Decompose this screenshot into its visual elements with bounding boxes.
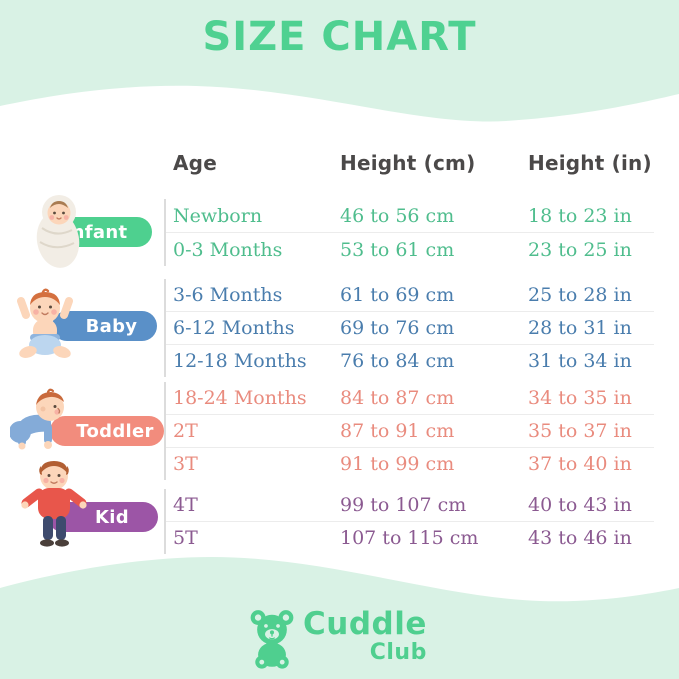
column-header-height-cm: Height (cm) [340,151,476,175]
table-row: 6-12 Months 69 to 76 cm 28 to 31 in [166,311,654,344]
group-rows-baby: 3-6 Months 61 to 69 cm 25 to 28 in 6-12 … [164,279,654,377]
brand-name-secondary: Club [369,640,427,665]
height-in-cell: 18 to 23 in [528,204,632,227]
age-cell: 18-24 Months [173,387,307,409]
table-row: Newborn 46 to 56 cm 18 to 23 in [166,199,654,232]
height-in-cell: 23 to 25 in [528,238,632,261]
top-wave-decoration [0,0,679,122]
pill-text: Infant [64,221,128,243]
table-row: 0-3 Months 53 to 61 cm 23 to 25 in [166,232,654,266]
age-cell: 5T [173,527,198,549]
brand-name: Cuddle Club [303,606,427,664]
height-cm-cell: 91 to 99 cm [340,453,455,475]
height-in-cell: 35 to 37 in [528,420,632,442]
crawling-toddler-illustration [10,388,64,450]
age-cell: Newborn [173,204,263,227]
table-row: 3-6 Months 61 to 69 cm 25 to 28 in [166,279,654,311]
standing-kid-illustration [21,461,87,547]
height-cm-cell: 69 to 76 cm [340,317,455,339]
teddy-bear-icon [250,610,294,669]
table-row: 12-18 Months 76 to 84 cm 31 to 34 in [166,344,654,377]
bottom-wave-decoration [0,557,679,679]
group-label-baby: Baby [52,311,157,341]
table-row: 3T 91 to 99 cm 37 to 40 in [166,447,654,480]
group-rows-toddler: 18-24 Months 84 to 87 cm 34 to 35 in 2T … [164,382,654,480]
pill-text: Kid [95,506,129,528]
height-in-cell: 28 to 31 in [528,317,632,339]
height-in-cell: 37 to 40 in [528,453,632,475]
age-cell: 6-12 Months [173,317,295,339]
group-rows-kid: 4T 99 to 107 cm 40 to 43 in 5T 107 to 11… [164,489,654,554]
table-row: 2T 87 to 91 cm 35 to 37 in [166,414,654,447]
column-header-age: Age [173,151,217,175]
age-cell: 3-6 Months [173,284,283,306]
height-cm-cell: 107 to 115 cm [340,527,479,549]
age-cell: 3T [173,453,198,475]
age-cell: 12-18 Months [173,350,307,372]
age-cell: 0-3 Months [173,238,283,261]
group-rows-infant: Newborn 46 to 56 cm 18 to 23 in 0-3 Mont… [164,199,654,266]
table-row: 4T 99 to 107 cm 40 to 43 in [166,489,654,521]
brand-name-primary: Cuddle [303,606,427,642]
age-cell: 4T [173,494,198,516]
table-row: 5T 107 to 115 cm 43 to 46 in [166,521,654,554]
height-cm-cell: 46 to 56 cm [340,204,455,227]
height-cm-cell: 76 to 84 cm [340,350,455,372]
pill-text: Baby [85,315,138,337]
group-label-toddler: Toddler [50,416,164,446]
sitting-baby-illustration [17,288,73,358]
height-in-cell: 25 to 28 in [528,284,632,306]
pill-text: Toddler [76,420,154,442]
height-in-cell: 31 to 34 in [528,350,632,372]
brand-logo: Cuddle Club [246,606,427,670]
page-title: SIZE CHART [202,14,477,60]
height-cm-cell: 87 to 91 cm [340,420,455,442]
table-row: 18-24 Months 84 to 87 cm 34 to 35 in [166,382,654,414]
height-in-cell: 43 to 46 in [528,527,632,549]
column-header-height-in: Height (in) [528,151,652,175]
age-cell: 2T [173,420,198,442]
height-in-cell: 40 to 43 in [528,494,632,516]
swaddled-baby-illustration [36,195,80,268]
height-cm-cell: 84 to 87 cm [340,387,455,409]
height-cm-cell: 99 to 107 cm [340,494,467,516]
height-cm-cell: 53 to 61 cm [340,238,455,261]
height-cm-cell: 61 to 69 cm [340,284,455,306]
height-in-cell: 34 to 35 in [528,387,632,409]
